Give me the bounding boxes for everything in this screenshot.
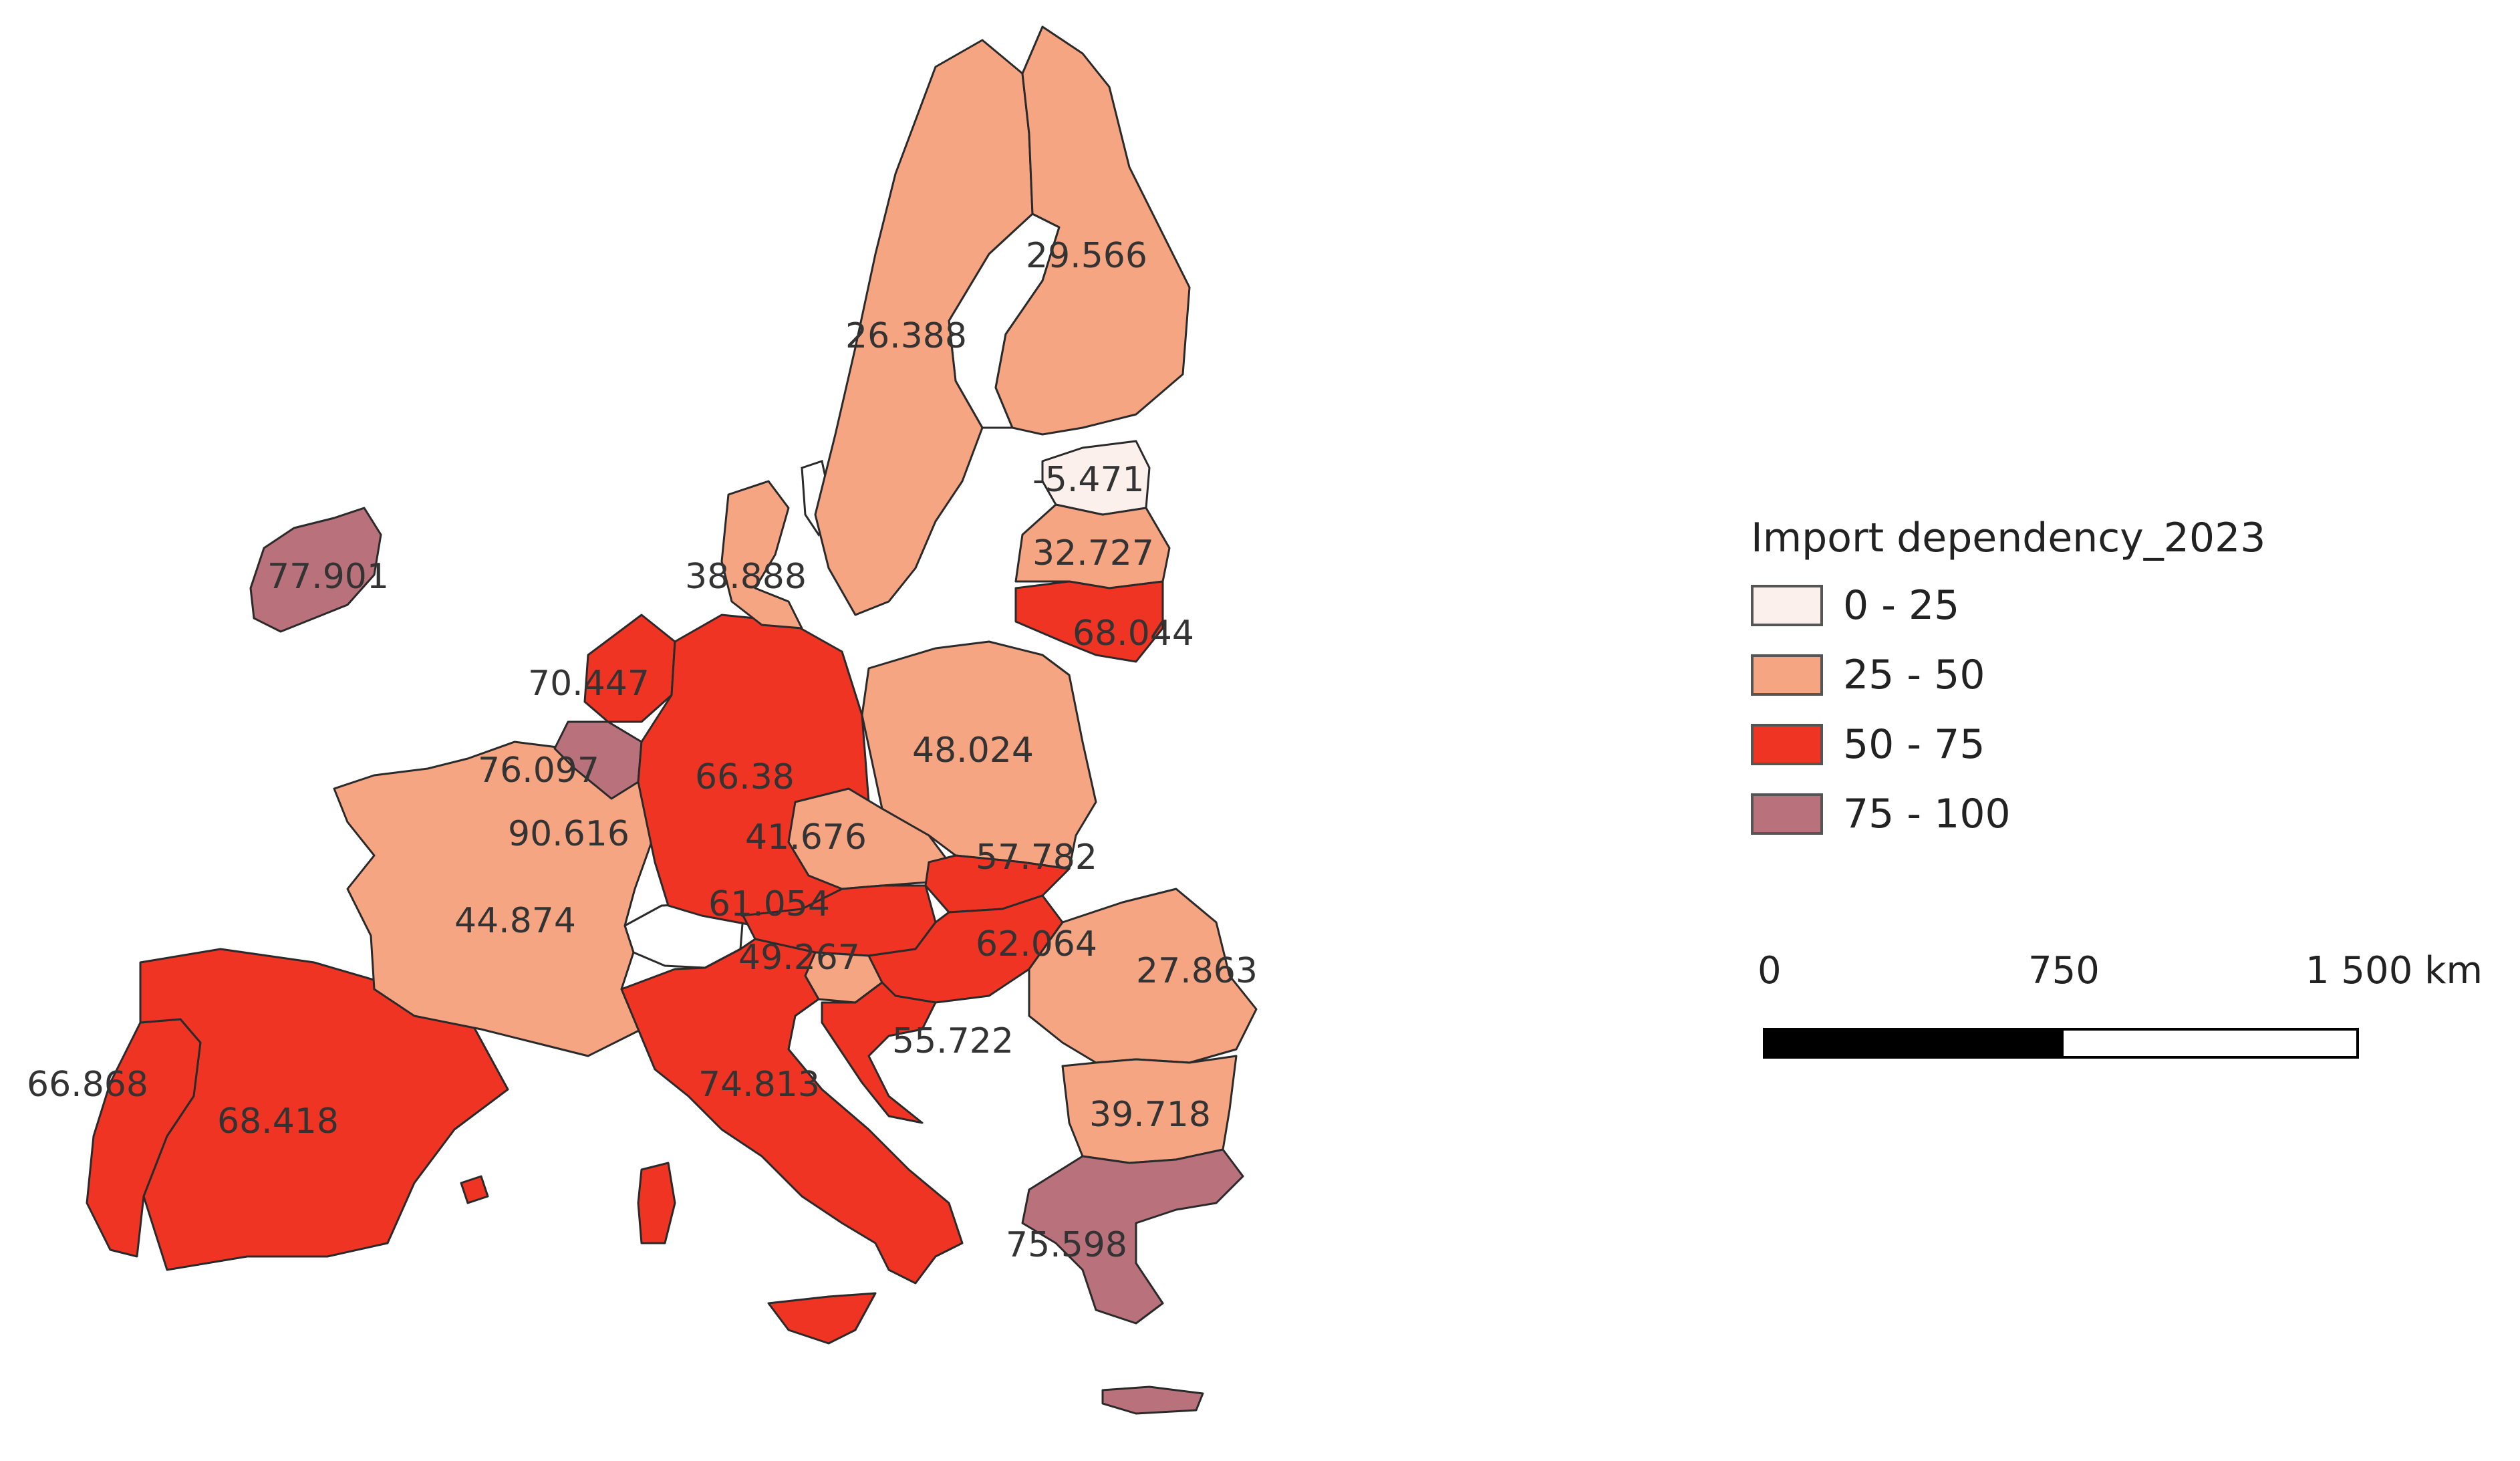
label-netherlands: 70.447 <box>528 664 650 704</box>
country-netherlands[interactable] <box>583 614 676 723</box>
label-denmark: 38.888 <box>685 557 807 597</box>
legend-label: 75 - 100 <box>1843 791 2011 837</box>
map-legend: Import dependency_2023 0 - 25 25 - 50 50… <box>1751 515 2265 849</box>
legend-swatch <box>1751 654 1823 696</box>
country-belgium[interactable] <box>553 720 643 800</box>
scale-label-750: 750 <box>2028 949 2100 992</box>
label-finland: 29.566 <box>1026 236 1147 276</box>
country-ireland[interactable] <box>249 507 382 633</box>
country-greece[interactable] <box>1021 1148 1244 1325</box>
legend-label: 50 - 75 <box>1843 721 1985 768</box>
label-luxembourg: 90.616 <box>508 814 629 854</box>
scale-bar-black-segment <box>1763 1028 2061 1059</box>
label-austria: 61.054 <box>708 884 830 924</box>
legend-swatch <box>1751 724 1823 765</box>
country-romania[interactable] <box>1028 888 1258 1064</box>
legend-item: 75 - 100 <box>1751 779 2265 849</box>
label-lithuania: 68.044 <box>1073 614 1194 654</box>
scale-bar: 0 750 1 500 km <box>1758 949 2483 1083</box>
label-poland: 48.024 <box>912 730 1034 771</box>
legend-label: 25 - 50 <box>1843 652 1985 698</box>
legend-item: 50 - 75 <box>1751 710 2265 779</box>
label-belgium: 76.097 <box>478 751 599 791</box>
legend-item: 25 - 50 <box>1751 640 2265 710</box>
country-italy[interactable] <box>620 938 964 1285</box>
label-slovenia: 49.267 <box>738 938 860 978</box>
label-italy: 74.813 <box>698 1065 820 1105</box>
label-spain: 68.418 <box>217 1101 339 1142</box>
legend-label: 0 - 25 <box>1843 582 1960 629</box>
legend-swatch <box>1751 585 1823 626</box>
country-denmark[interactable] <box>720 480 803 630</box>
label-germany: 66.38 <box>695 757 795 797</box>
label-hungary: 62.064 <box>976 924 1097 964</box>
label-france: 44.874 <box>454 901 576 941</box>
label-bulgaria: 39.718 <box>1089 1095 1211 1135</box>
label-estonia: -5.471 <box>1032 460 1145 500</box>
label-romania: 27.863 <box>1136 951 1258 991</box>
label-slovakia: 57.782 <box>976 837 1097 878</box>
label-sweden: 26.388 <box>845 316 967 356</box>
scale-bar-white-segment <box>2061 1028 2359 1059</box>
scale-label-1500: 1 500 km <box>2305 949 2483 992</box>
legend-title: Import dependency_2023 <box>1751 515 2266 561</box>
legend-item: 0 - 25 <box>1751 571 2265 640</box>
country-france[interactable] <box>333 741 670 1057</box>
country-greece-crete <box>1101 1385 1204 1415</box>
country-italy-sicily <box>767 1292 877 1345</box>
country-italy-sardinia <box>637 1162 676 1244</box>
label-ireland: 77.901 <box>267 557 389 597</box>
country-bulgaria[interactable] <box>1061 1055 1238 1164</box>
label-czechia: 41.676 <box>745 817 867 857</box>
country-lithuania[interactable] <box>1014 580 1164 663</box>
country-latvia[interactable] <box>1014 503 1171 589</box>
label-portugal: 66.868 <box>27 1065 148 1105</box>
scale-label-0: 0 <box>1758 949 1782 992</box>
label-greece: 75.598 <box>1006 1225 1127 1265</box>
label-croatia: 55.722 <box>892 1021 1014 1061</box>
country-spain-balearic <box>460 1175 489 1204</box>
country-finland[interactable] <box>994 25 1191 436</box>
label-latvia: 32.727 <box>1032 533 1154 573</box>
legend-swatch <box>1751 793 1823 835</box>
country-croatia[interactable] <box>821 981 937 1124</box>
